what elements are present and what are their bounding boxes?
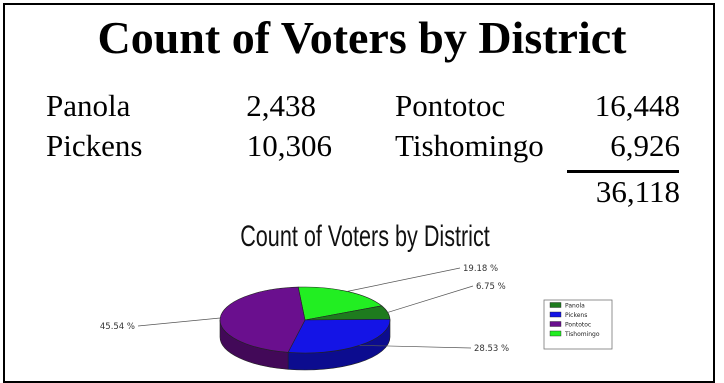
legend-swatch-pontotoc xyxy=(549,321,562,327)
leader-line-pickens xyxy=(359,344,472,349)
legend-label-pontotoc: Pontotoc xyxy=(565,322,591,329)
legend-swatch-panola xyxy=(549,302,562,308)
total-count: 36,118 xyxy=(595,174,680,209)
legend-label-pickens: Pickens xyxy=(565,312,587,319)
legend-label-panola: Panola xyxy=(565,303,585,310)
sum-rule xyxy=(567,170,679,173)
district-count-pontotoc: 16,448 xyxy=(594,88,680,123)
value-label-pickens: 28.53 % xyxy=(474,344,509,354)
value-label-panola: 6.75 % xyxy=(476,282,506,292)
legend-swatch-tishomingo xyxy=(549,330,562,337)
district-name-pickens: Pickens xyxy=(46,128,143,163)
value-label-pontotoc: 45.54 % xyxy=(100,322,135,332)
district-name-panola: Panola xyxy=(46,88,131,123)
district-count-pickens: 10,306 xyxy=(246,128,332,163)
value-label-tishomingo: 19.18 % xyxy=(463,264,498,274)
leader-line-panola xyxy=(387,285,474,313)
chart-legend: Panola Pickens Pontotoc Tishomingo xyxy=(543,299,613,350)
district-count-tishomingo: 6,926 xyxy=(610,128,680,163)
pie-body: 19.18 % 6.75 % 28.53 % 45.54 % xyxy=(100,264,509,371)
pie-chart: Count of Voters by District 19.18 % 6.75 … xyxy=(100,218,613,371)
district-name-tishomingo: Tishomingo xyxy=(395,128,544,163)
leader-line-tishomingo xyxy=(347,267,461,292)
legend-swatch-pickens xyxy=(549,311,562,318)
leader-line-pontotoc xyxy=(137,317,221,327)
chart-title: Count of Voters by District xyxy=(240,218,490,252)
legend-label-tishomingo: Tishomingo xyxy=(564,331,600,338)
district-count-panola: 2,438 xyxy=(246,88,316,123)
district-name-pontotoc: Pontotoc xyxy=(395,88,506,123)
page-title: Count of Voters by District xyxy=(97,12,627,63)
